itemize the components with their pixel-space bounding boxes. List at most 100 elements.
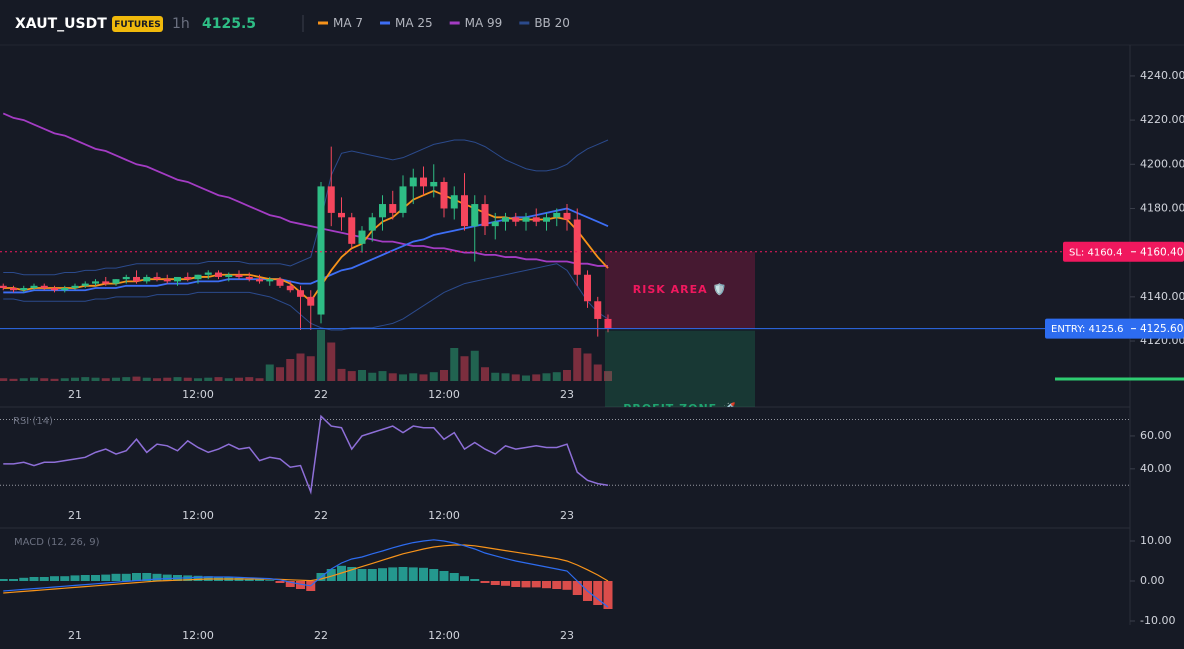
macd-histogram: [562, 581, 572, 590]
zones: RISK AREA 🛡️ PROFIT ZONE 🚀: [605, 251, 755, 407]
candle-body: [502, 217, 509, 222]
volume-bar: [235, 377, 243, 381]
candle-body: [225, 274, 233, 277]
macd-histogram: [542, 581, 551, 589]
macd-histogram: [162, 574, 172, 581]
candle-body: [102, 281, 110, 284]
risk-zone-label: RISK AREA 🛡️: [633, 283, 727, 296]
volume-bar: [245, 377, 254, 381]
badge-bg: [112, 16, 163, 32]
candle-body: [584, 274, 591, 302]
candle-body: [532, 217, 540, 222]
candle-body: [204, 272, 212, 275]
x-tick-label: 21: [68, 629, 82, 642]
candle-body: [553, 212, 561, 218]
y-tick-label: 4240.00: [1140, 69, 1184, 82]
macd-histogram: [91, 575, 100, 581]
macd-histogram: [29, 577, 39, 581]
volume-bar: [378, 371, 387, 381]
pane-title: RSI (14): [13, 416, 53, 427]
volume-bar: [91, 377, 100, 381]
volume-bar: [511, 374, 520, 381]
macd-histogram: [429, 569, 439, 581]
x-tick-label: 12:00: [428, 388, 460, 401]
volume-bar: [142, 377, 151, 381]
candle-body: [481, 204, 489, 227]
x-tick-label: 23: [560, 629, 574, 642]
volume-bar: [255, 378, 264, 381]
candle-body: [379, 204, 386, 218]
pane-title: MACD (12, 26, 9): [14, 537, 100, 548]
volume-bar: [132, 376, 141, 381]
candle-body: [491, 221, 499, 227]
candle-body: [153, 276, 161, 280]
volume-bar: [81, 377, 90, 381]
overlay: 4120.004140.004180.004200.004220.004240.…: [0, 16, 1184, 649]
macd-histogram: [121, 573, 131, 581]
macd-histogram: [501, 581, 510, 586]
y-tick-label: 4180.00: [1140, 201, 1184, 214]
candle-body: [235, 274, 243, 277]
x-tick-label: 22: [314, 629, 328, 642]
macd-histogram: [408, 567, 418, 581]
macd-histogram: [439, 571, 449, 581]
macd-histogram: [70, 575, 80, 581]
legend-label: MA 7: [333, 16, 363, 30]
macd-histogram: [60, 576, 70, 581]
candle-body: [594, 301, 602, 319]
y-tick-label: -10.00: [1140, 614, 1175, 627]
macd-histogram: [142, 573, 152, 581]
volume-bar: [470, 350, 479, 381]
x-tick-label: 23: [560, 388, 574, 401]
volume-bar: [358, 370, 366, 381]
volume-bar: [60, 378, 69, 381]
macd-histogram: [531, 581, 541, 588]
volume-bar: [9, 378, 18, 381]
x-tick-label: 12:00: [428, 629, 460, 642]
candle-body: [307, 296, 315, 306]
volume-bar: [0, 378, 8, 381]
candle-body: [112, 279, 120, 284]
volume-bar: [563, 370, 571, 381]
candle-body: [389, 204, 397, 213]
y-tick-label: 0.00: [1140, 574, 1165, 587]
candle-body: [20, 288, 28, 291]
annotation-axis-label: 4125.60: [1140, 323, 1183, 335]
volume-bar: [101, 378, 110, 381]
volume-bar: [296, 353, 305, 381]
last-price: 4125.5: [202, 16, 256, 32]
interval: 1h: [172, 16, 190, 32]
y-tick-label: 4140.00: [1140, 290, 1184, 303]
candle-body: [51, 288, 58, 291]
x-tick-label: 12:00: [182, 629, 214, 642]
bb-upper: [3, 139, 609, 276]
volume-bar: [450, 348, 459, 381]
macd-histogram: [470, 579, 480, 581]
volume-bar: [286, 359, 295, 381]
volume-bar: [491, 372, 500, 381]
macd-histogram: [357, 569, 367, 581]
candle-body: [563, 212, 571, 220]
badge: FUTURES: [114, 20, 160, 30]
candle-body: [543, 217, 550, 222]
candle-body: [92, 281, 99, 284]
macd-histogram: [255, 579, 264, 581]
x-tick-label: 22: [314, 509, 328, 522]
volume-bar: [542, 373, 551, 381]
volume-bar: [593, 364, 602, 381]
annotation-tag: [1045, 318, 1184, 339]
candle-body: [461, 195, 468, 227]
candle-body: [317, 186, 325, 315]
candle-body: [286, 285, 294, 291]
macd-histogram: [111, 573, 121, 581]
volume-bar: [368, 372, 377, 381]
candle-body: [194, 274, 202, 280]
volume-bar: [388, 373, 397, 381]
candle-body: [440, 181, 448, 209]
volume-bar: [409, 373, 418, 381]
axis-row: [0, 625, 1184, 649]
macd-histogram: [460, 576, 469, 581]
symbol: XAUT_USDT: [15, 16, 107, 32]
macd-histogram: [593, 581, 603, 605]
x-tick-label: 21: [68, 509, 82, 522]
